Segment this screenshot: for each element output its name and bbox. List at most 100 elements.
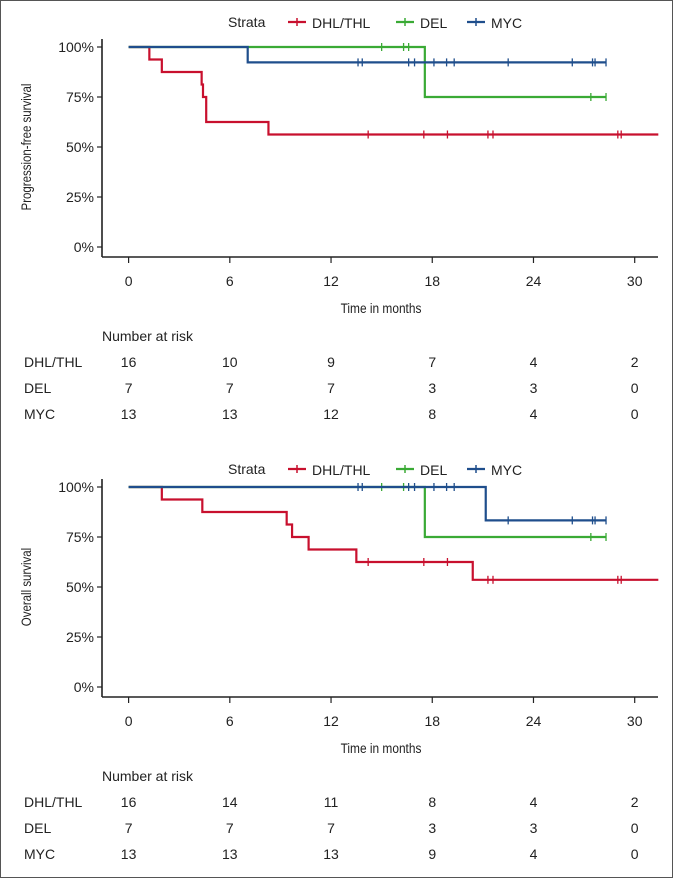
risk-count: 9 xyxy=(428,846,436,862)
legend-item: DEL xyxy=(396,462,447,478)
risk-count: 13 xyxy=(222,406,238,422)
y-axis-label: Progression-free survival xyxy=(18,84,34,211)
risk-table-title: Number at risk xyxy=(102,768,194,784)
risk-count: 3 xyxy=(428,820,436,836)
legend-item: DHL/THL xyxy=(288,462,371,478)
legend: Strata DHL/THL DEL MYC xyxy=(228,461,522,478)
legend-item: DEL xyxy=(396,15,447,31)
risk-count: 4 xyxy=(530,794,538,810)
risk-count: 12 xyxy=(323,406,339,422)
legend-label: DHL/THL xyxy=(312,462,371,478)
legend-item: MYC xyxy=(467,462,522,478)
risk-row-label: MYC xyxy=(24,846,55,862)
x-tick-label: 30 xyxy=(627,713,643,729)
legend-item: MYC xyxy=(467,15,522,31)
risk-count: 4 xyxy=(530,406,538,422)
risk-count: 7 xyxy=(125,380,133,396)
y-tick-label: 75% xyxy=(66,529,94,545)
x-tick-label: 12 xyxy=(323,713,339,729)
series-myc xyxy=(128,45,607,67)
risk-count: 2 xyxy=(631,354,639,370)
risk-row-label: DHL/THL xyxy=(24,354,83,370)
legend-title: Strata xyxy=(228,461,266,477)
risk-count: 7 xyxy=(428,354,436,370)
risk-count: 7 xyxy=(125,820,133,836)
risk-row-label: MYC xyxy=(24,406,55,422)
risk-count: 16 xyxy=(121,794,137,810)
km-plot-os: Strata DHL/THL DEL MYC 0% 25% 50% 75% 100% 0 6 12 18… xyxy=(18,461,659,862)
risk-count: 0 xyxy=(631,820,639,836)
km-plot-pfs: Strata DHL/THL DEL MYC 0% 25% 50% 75% 100% 0 6 12 18… xyxy=(18,14,659,422)
risk-table-title: Number at risk xyxy=(102,328,194,344)
risk-count: 0 xyxy=(631,846,639,862)
risk-count: 8 xyxy=(428,406,436,422)
risk-count: 16 xyxy=(121,354,137,370)
risk-count: 0 xyxy=(631,406,639,422)
x-tick-label: 0 xyxy=(125,713,133,729)
x-tick-label: 30 xyxy=(627,273,643,289)
risk-row: DHL/THL 16 10 9 7 4 2 xyxy=(24,354,639,370)
y-tick-label: 50% xyxy=(66,579,94,595)
x-tick-label: 24 xyxy=(526,713,542,729)
y-axis-label: Overall survival xyxy=(18,548,34,626)
survival-curve xyxy=(128,45,607,64)
risk-count: 0 xyxy=(631,380,639,396)
legend-label: MYC xyxy=(491,15,522,31)
series-del xyxy=(128,43,607,101)
risk-count: 9 xyxy=(327,354,335,370)
risk-count: 13 xyxy=(121,406,137,422)
series-dhl-thl xyxy=(128,45,659,139)
y-tick-label: 50% xyxy=(66,139,94,155)
legend-label: DEL xyxy=(420,462,447,478)
legend-title: Strata xyxy=(228,14,266,30)
x-tick-label: 24 xyxy=(526,273,542,289)
risk-count: 7 xyxy=(226,380,234,396)
risk-count: 7 xyxy=(327,380,335,396)
risk-count: 3 xyxy=(530,380,538,396)
risk-row: DEL 7 7 7 3 3 0 xyxy=(24,820,639,836)
risk-count: 11 xyxy=(324,794,339,810)
x-tick-label: 12 xyxy=(323,273,339,289)
y-tick-label: 75% xyxy=(66,89,94,105)
x-tick-label: 18 xyxy=(424,713,440,729)
series-del xyxy=(128,483,607,541)
survival-curve xyxy=(128,485,607,522)
x-tick-label: 0 xyxy=(125,273,133,289)
risk-count: 13 xyxy=(121,846,137,862)
y-tick-label: 25% xyxy=(66,629,94,645)
legend-label: DHL/THL xyxy=(312,15,371,31)
risk-count: 10 xyxy=(222,354,238,370)
y-tick-label: 0% xyxy=(74,679,94,695)
risk-count: 3 xyxy=(428,380,436,396)
survival-curve xyxy=(128,485,607,539)
x-tick-label: 6 xyxy=(226,273,234,289)
risk-count: 2 xyxy=(631,794,639,810)
x-tick-label: 18 xyxy=(424,273,440,289)
risk-count: 13 xyxy=(222,846,238,862)
survival-curve xyxy=(128,45,607,99)
legend-label: DEL xyxy=(420,15,447,31)
legend: Strata DHL/THL DEL MYC xyxy=(228,14,522,31)
risk-row: DEL 7 7 7 3 3 0 xyxy=(24,380,639,396)
y-tick-label: 0% xyxy=(74,239,94,255)
risk-count: 7 xyxy=(226,820,234,836)
risk-row-label: DHL/THL xyxy=(24,794,83,810)
x-axis-label: Time in months xyxy=(341,740,422,756)
survival-curve xyxy=(128,45,659,136)
series-dhl-thl xyxy=(128,485,659,584)
y-tick-label: 25% xyxy=(66,189,94,205)
risk-count: 3 xyxy=(530,820,538,836)
risk-count: 7 xyxy=(327,820,335,836)
risk-count: 8 xyxy=(428,794,436,810)
survival-curve xyxy=(128,485,659,581)
risk-row-label: DEL xyxy=(24,380,51,396)
risk-row: MYC 13 13 13 9 4 0 xyxy=(24,846,639,862)
y-tick-label: 100% xyxy=(58,479,94,495)
x-axis-label: Time in months xyxy=(341,300,422,316)
legend-label: MYC xyxy=(491,462,522,478)
risk-count: 14 xyxy=(222,794,238,810)
risk-row: MYC 13 13 12 8 4 0 xyxy=(24,406,639,422)
